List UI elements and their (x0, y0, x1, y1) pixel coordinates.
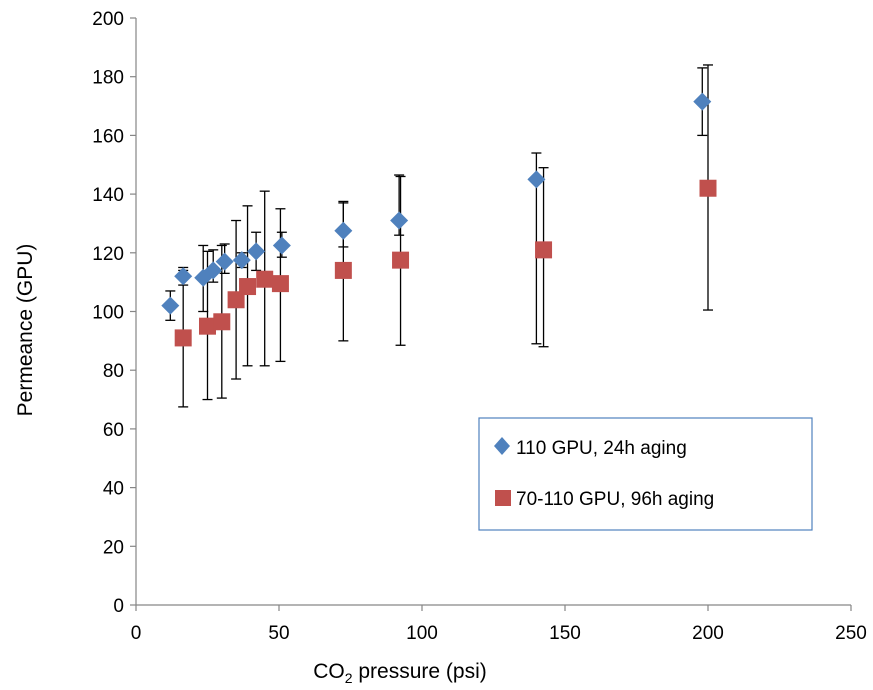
data-point-diamond (204, 261, 223, 280)
x-tick-label: 150 (549, 623, 581, 644)
data-point-square (239, 278, 257, 296)
data-point-diamond (272, 236, 291, 255)
y-tick-label: 40 (103, 479, 124, 500)
x-tick-label: 200 (692, 623, 724, 644)
x-tick-label: 100 (406, 623, 438, 644)
data-point-diamond (161, 296, 180, 315)
y-tick-label: 0 (113, 596, 124, 617)
y-tick-label: 20 (103, 537, 124, 558)
y-tick-label: 160 (92, 126, 124, 147)
data-point-square (199, 317, 216, 335)
x-axis-label: CO2 pressure (psi) (313, 660, 487, 686)
legend-box (478, 417, 813, 531)
data-point-diamond (247, 242, 266, 261)
axes: 0 20 40 60 80 100 120 140 160 180 200 0 50 100 150 200 2… (92, 9, 867, 644)
x-tick-label: 0 (131, 623, 142, 644)
data-point-square (392, 251, 410, 269)
y-tick-label: 200 (92, 9, 124, 30)
data-point-square (174, 329, 192, 347)
legend-label-70-110-gpu: 70-110 GPU, 96h aging (516, 489, 714, 510)
data-point-diamond (693, 92, 712, 111)
data-point-square (699, 179, 717, 197)
y-tick-label: 80 (103, 361, 124, 382)
data-point-diamond (232, 251, 251, 270)
data-point-square (271, 275, 289, 293)
data-point-diamond (527, 170, 546, 189)
data-point-square (334, 261, 352, 279)
data-point-square (535, 241, 553, 259)
y-tick-label: 60 (103, 420, 124, 441)
data-markers (161, 92, 717, 347)
data-point-diamond (334, 221, 353, 240)
y-tick-label: 180 (92, 68, 124, 89)
y-tick-label: 140 (92, 185, 124, 206)
legend-marker-70-110-gpu (495, 490, 511, 506)
data-point-square (227, 291, 245, 309)
data-point-diamond (215, 252, 234, 271)
data-point-square (256, 270, 274, 288)
data-point-diamond (174, 267, 193, 286)
error-bars (165, 64, 713, 408)
x-tick-label: 50 (268, 623, 289, 644)
legend: 110 GPU, 24h aging 70-110 GPU, 96h aging (478, 417, 813, 531)
legend-label-110-gpu: 110 GPU, 24h aging (516, 438, 687, 459)
y-axis-label: Permeance (GPU) (14, 244, 37, 417)
data-point-diamond (390, 211, 409, 230)
y-tick-label: 120 (92, 244, 124, 265)
legend-marker-110-gpu (494, 437, 510, 455)
x-tick-label: 250 (835, 623, 867, 644)
y-tick-label: 100 (92, 303, 124, 324)
data-point-square (213, 313, 231, 331)
